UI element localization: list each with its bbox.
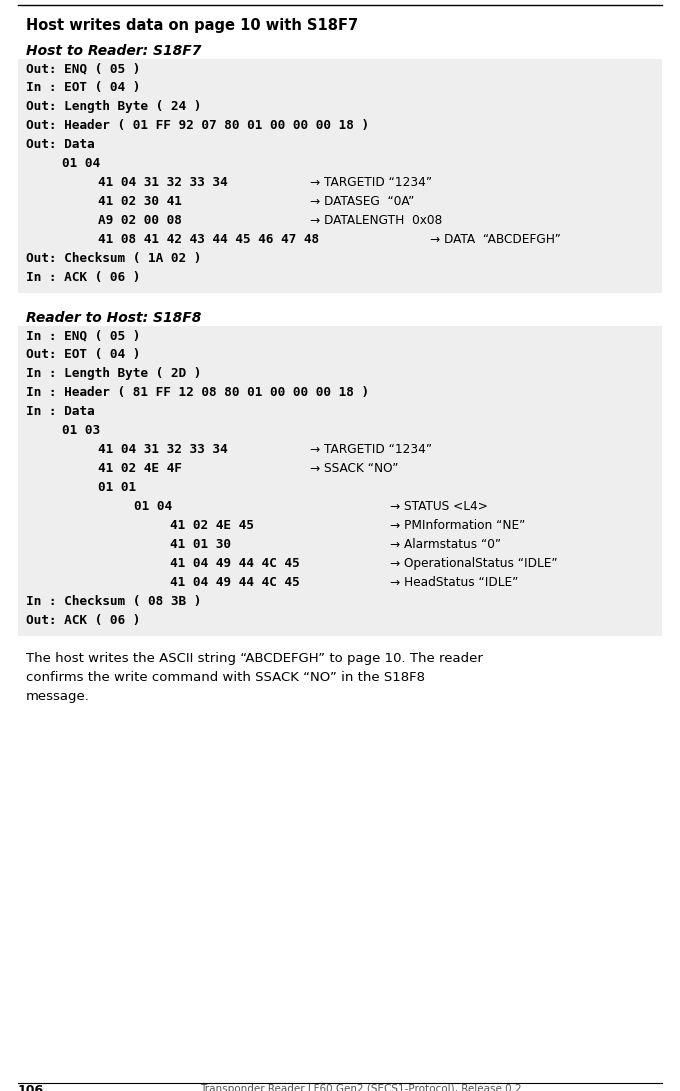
- Text: 41 02 4E 4F: 41 02 4E 4F: [98, 461, 182, 475]
- Text: Out: ENQ ( 05 ): Out: ENQ ( 05 ): [26, 62, 140, 75]
- Text: 01 03: 01 03: [62, 424, 100, 437]
- Text: Host writes data on page 10 with S18F7: Host writes data on page 10 with S18F7: [26, 17, 358, 33]
- Text: → TARGETID “1234”: → TARGETID “1234”: [310, 443, 432, 456]
- Text: Out: Header ( 01 FF 92 07 80 01 00 00 00 18 ): Out: Header ( 01 FF 92 07 80 01 00 00 00…: [26, 119, 369, 132]
- Bar: [18, 326, 662, 636]
- Text: → HeadStatus “IDLE”: → HeadStatus “IDLE”: [390, 576, 518, 589]
- Text: → PMInformation “NE”: → PMInformation “NE”: [390, 519, 526, 532]
- Text: Out: ACK ( 06 ): Out: ACK ( 06 ): [26, 614, 140, 627]
- Text: → SSACK “NO”: → SSACK “NO”: [310, 461, 398, 475]
- Text: 106: 106: [18, 1084, 44, 1091]
- Text: In : ENQ ( 05 ): In : ENQ ( 05 ): [26, 329, 140, 341]
- Text: message.: message.: [26, 690, 90, 703]
- Text: 01 04: 01 04: [134, 500, 172, 513]
- Text: The host writes the ASCII string “ABCDEFGH” to page 10. The reader: The host writes the ASCII string “ABCDEF…: [26, 652, 483, 666]
- Text: 41 04 49 44 4C 45: 41 04 49 44 4C 45: [170, 576, 300, 589]
- Text: → DATALENGTH  0x08: → DATALENGTH 0x08: [310, 214, 442, 227]
- Text: → DATASEG  “0A”: → DATASEG “0A”: [310, 195, 414, 208]
- Text: In : Header ( 81 FF 12 08 80 01 00 00 00 18 ): In : Header ( 81 FF 12 08 80 01 00 00 00…: [26, 386, 369, 399]
- Text: In : Length Byte ( 2D ): In : Length Byte ( 2D ): [26, 367, 201, 380]
- Text: Out: Length Byte ( 24 ): Out: Length Byte ( 24 ): [26, 100, 201, 113]
- Text: 41 08 41 42 43 44 45 46 47 48: 41 08 41 42 43 44 45 46 47 48: [98, 233, 319, 245]
- Text: In : Data: In : Data: [26, 405, 95, 418]
- Text: 01 01: 01 01: [98, 481, 136, 494]
- Text: confirms the write command with SSACK “NO” in the S18F8: confirms the write command with SSACK “N…: [26, 671, 425, 684]
- Text: 41 04 31 32 33 34: 41 04 31 32 33 34: [98, 176, 228, 189]
- Text: 41 04 31 32 33 34: 41 04 31 32 33 34: [98, 443, 228, 456]
- Text: In : ACK ( 06 ): In : ACK ( 06 ): [26, 271, 140, 284]
- Text: 41 02 30 41: 41 02 30 41: [98, 195, 182, 208]
- Bar: [18, 59, 662, 293]
- Text: In : EOT ( 04 ): In : EOT ( 04 ): [26, 81, 140, 94]
- Text: Out: Checksum ( 1A 02 ): Out: Checksum ( 1A 02 ): [26, 252, 201, 265]
- Text: → STATUS <L4>: → STATUS <L4>: [390, 500, 488, 513]
- Text: 41 04 49 44 4C 45: 41 04 49 44 4C 45: [170, 558, 300, 570]
- Text: A9 02 00 08: A9 02 00 08: [98, 214, 182, 227]
- Text: Transponder Reader LF60 Gen2 (SECS1-Protocol), Release 0.2: Transponder Reader LF60 Gen2 (SECS1-Prot…: [200, 1084, 522, 1091]
- Text: Host to Reader: S18F7: Host to Reader: S18F7: [26, 44, 201, 58]
- Text: 41 01 30: 41 01 30: [170, 538, 231, 551]
- Text: Out: Data: Out: Data: [26, 137, 95, 151]
- Text: → OperationalStatus “IDLE”: → OperationalStatus “IDLE”: [390, 558, 558, 570]
- Text: → TARGETID “1234”: → TARGETID “1234”: [310, 176, 432, 189]
- Text: Reader to Host: S18F8: Reader to Host: S18F8: [26, 311, 201, 325]
- Text: → DATA  “ABCDEFGH”: → DATA “ABCDEFGH”: [430, 233, 561, 245]
- Text: Out: EOT ( 04 ): Out: EOT ( 04 ): [26, 348, 140, 361]
- Text: → Alarmstatus “0”: → Alarmstatus “0”: [390, 538, 501, 551]
- Text: In : Checksum ( 08 3B ): In : Checksum ( 08 3B ): [26, 595, 201, 608]
- Text: 01 04: 01 04: [62, 157, 100, 170]
- Text: 41 02 4E 45: 41 02 4E 45: [170, 519, 254, 532]
